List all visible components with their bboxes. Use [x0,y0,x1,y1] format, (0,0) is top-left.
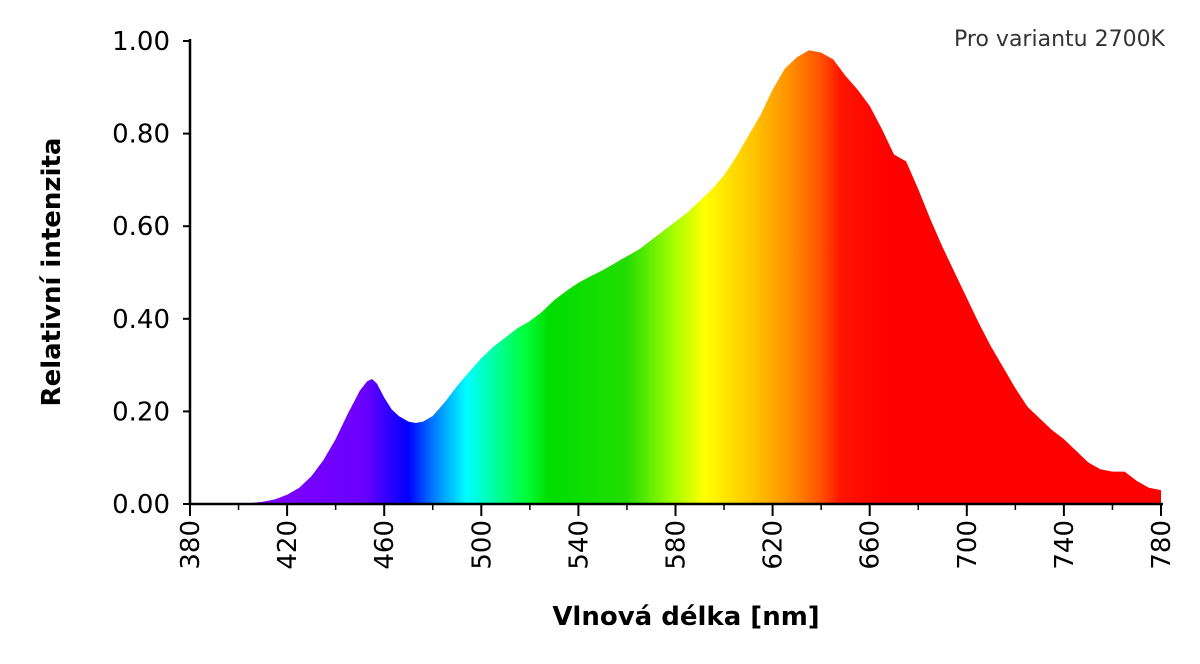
y-tick-label: 0.20 [112,397,170,427]
x-tick-label: 580 [662,520,692,570]
x-axis-title: Vlnová délka [nm] [552,602,819,632]
x-tick-label: 540 [564,520,594,570]
spectrum-area [190,50,1161,504]
y-tick-label: 1.00 [112,27,170,57]
x-tick-label: 700 [953,520,983,570]
x-tick-label: 780 [1147,520,1177,570]
x-tick-label: 500 [467,520,497,570]
x-tick-label: 740 [1050,520,1080,570]
x-tick-label: 420 [273,520,303,570]
y-tick-label: 0.80 [112,120,170,150]
x-tick-label: 660 [856,520,886,570]
y-tick-label: 0.40 [112,305,170,335]
x-tick-label: 380 [176,520,206,570]
x-tick-label: 460 [370,520,400,570]
variant-annotation: Pro variantu 2700K [954,27,1166,52]
y-axis-title: Relativní intenzita [37,138,67,407]
x-tick-label: 620 [759,520,789,570]
y-tick-label: 0.60 [112,212,170,242]
y-tick-label: 0.00 [112,490,170,520]
